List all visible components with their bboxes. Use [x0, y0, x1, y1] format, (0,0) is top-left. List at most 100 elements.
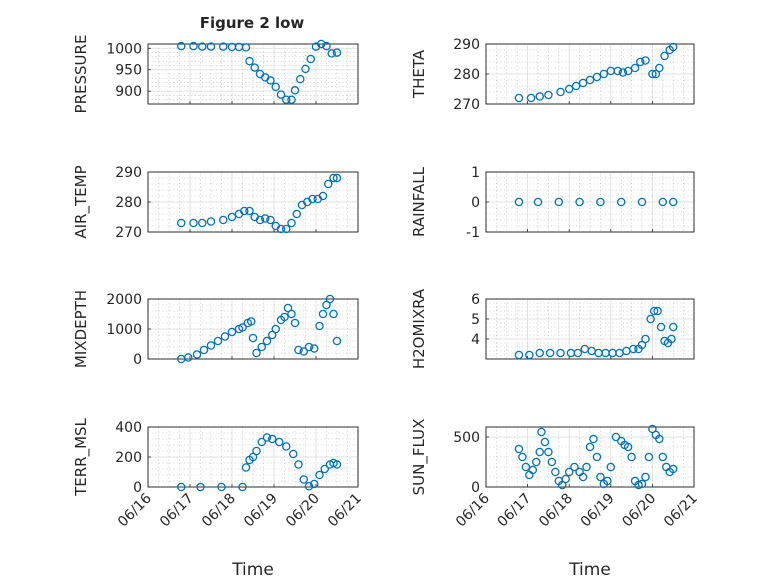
x-tick-label: 06/18	[536, 491, 576, 531]
data-point	[332, 48, 342, 57]
data-point	[294, 345, 303, 355]
data-point	[257, 437, 266, 447]
data-point	[589, 434, 598, 444]
y-axis-label: PRESSURE	[72, 35, 90, 114]
x-tick-label: 06/19	[578, 491, 618, 531]
data-point	[561, 474, 570, 484]
data-point	[629, 344, 638, 354]
data-point	[290, 318, 300, 328]
data-point	[218, 42, 228, 51]
data-point	[281, 224, 291, 234]
data-point	[596, 197, 605, 207]
data-point	[217, 482, 226, 492]
y-axis-label: H2OMIXRA	[410, 288, 428, 369]
data-point	[329, 309, 338, 319]
data-point	[183, 353, 193, 362]
y-tick-label: 280	[453, 67, 480, 83]
data-point	[556, 87, 565, 97]
data-point	[668, 322, 678, 332]
data-point	[613, 66, 622, 76]
data-point	[596, 472, 605, 482]
data-point	[544, 90, 553, 100]
data-point	[257, 342, 266, 352]
data-series	[176, 173, 342, 234]
y-tick-label: 6	[471, 292, 480, 308]
data-point	[206, 42, 216, 51]
data-point	[316, 39, 326, 49]
data-point	[197, 218, 207, 228]
data-point	[250, 63, 259, 72]
data-point	[537, 427, 546, 437]
data-series	[176, 39, 342, 104]
y-tick-label: -1	[466, 225, 480, 241]
data-point	[245, 206, 254, 216]
data-point	[525, 350, 534, 360]
data-point	[241, 463, 251, 472]
data-point	[636, 57, 645, 67]
data-point	[318, 191, 328, 201]
x-tick-label: 06/21	[661, 491, 701, 531]
data-point	[564, 84, 574, 94]
x-tick-label: 06/20	[283, 491, 323, 531]
data-point	[526, 93, 536, 103]
y-tick-label: 1	[471, 165, 480, 181]
data-point	[535, 348, 544, 358]
data-point	[668, 42, 678, 52]
y-tick-label: 0	[133, 480, 142, 496]
data-point	[641, 56, 650, 65]
data-point	[262, 433, 272, 442]
data-point	[630, 63, 640, 73]
data-point	[306, 54, 315, 64]
data-point	[220, 332, 230, 341]
data-point	[578, 78, 588, 88]
data-point	[323, 179, 333, 189]
data-point	[239, 206, 249, 216]
data-point	[189, 41, 198, 51]
data-point	[655, 434, 664, 444]
subplot-6: 4 5 6 H2OMIXRA	[410, 288, 695, 369]
data-point	[294, 460, 303, 469]
y-axis-label: SUN_FLUX	[410, 419, 429, 496]
data-point	[668, 464, 678, 474]
data-point	[540, 437, 550, 447]
data-point	[227, 327, 237, 337]
data-point	[255, 215, 265, 225]
data-point	[658, 197, 668, 207]
data-point	[245, 56, 254, 66]
axes-frame	[485, 426, 695, 488]
subplot-3: 270 280 290 AIR_TEMP	[72, 165, 359, 241]
y-tick-label: 500	[453, 430, 480, 446]
y-tick-label: 290	[115, 165, 142, 181]
data-point	[199, 345, 209, 355]
data-point	[518, 452, 527, 462]
y-tick-label: 1000	[106, 41, 142, 57]
data-point	[634, 480, 643, 490]
data-point	[266, 76, 275, 85]
data-series	[176, 433, 342, 492]
data-point	[658, 452, 668, 462]
data-point	[266, 215, 275, 225]
data-point	[570, 462, 579, 472]
data-point	[252, 446, 261, 456]
data-point	[655, 63, 664, 73]
data-point	[573, 348, 583, 358]
data-point	[585, 75, 595, 85]
data-point	[246, 317, 256, 326]
data-point	[556, 348, 565, 358]
data-point	[287, 309, 296, 319]
data-point	[514, 444, 524, 454]
data-point	[551, 467, 560, 477]
axes-frame	[147, 43, 359, 105]
x-tick-label: 06/16	[453, 490, 493, 530]
data-point	[532, 457, 541, 467]
y-tick-label: 200	[115, 450, 142, 466]
subplot-5: 0 1000 2000 MIXDEPTH	[72, 290, 359, 368]
y-axis-label: AIR_TEMP	[72, 165, 91, 238]
data-point	[533, 197, 543, 207]
data-point	[311, 42, 321, 51]
data-point	[287, 95, 296, 104]
x-tick-label: 06/21	[325, 491, 365, 531]
y-tick-label: 1000	[106, 322, 142, 338]
data-point	[332, 336, 342, 346]
